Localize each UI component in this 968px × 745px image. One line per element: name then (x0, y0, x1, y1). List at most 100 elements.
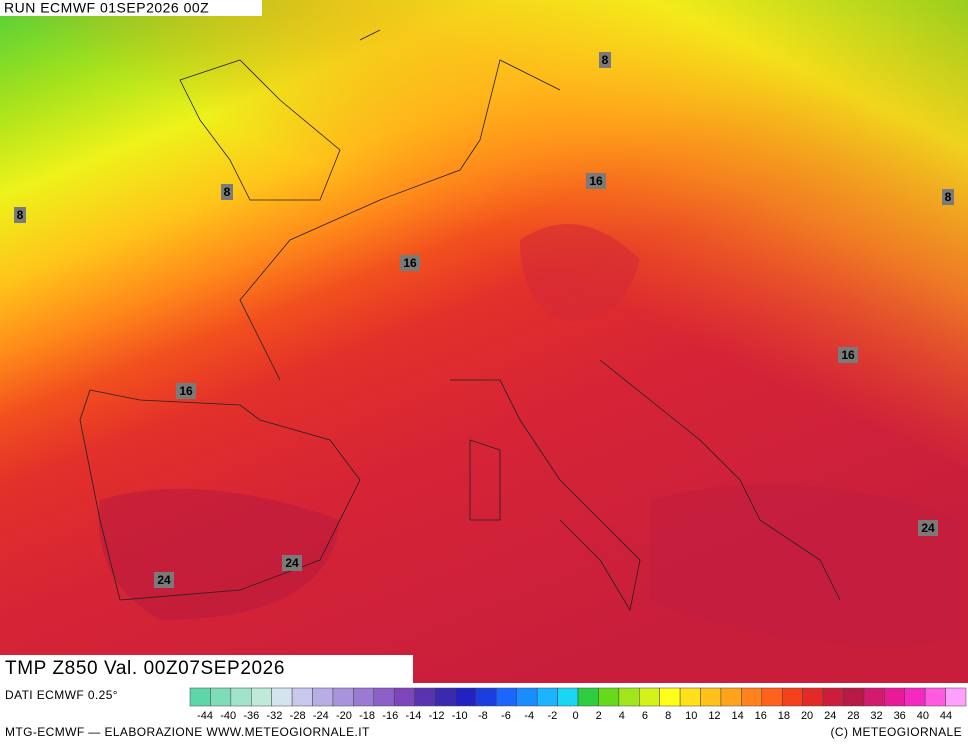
contour-label-box (400, 255, 420, 271)
colorbar-swatch (843, 687, 865, 707)
colorbar-tick-label: -44 (197, 710, 213, 722)
colorbar-tick-label: 8 (665, 710, 671, 722)
copyright: (C) METEOGIORNALE (831, 725, 962, 739)
contour-label: 16 (403, 256, 417, 270)
colorbar-swatch (679, 687, 701, 707)
colorbar-swatch (557, 687, 579, 707)
contour-label: 16 (841, 348, 855, 362)
credit: MTG-ECMWF — ELABORAZIONE WWW.METEOGIORNA… (5, 725, 370, 739)
contour-label-box (942, 189, 954, 205)
map-title: TMP Z850 Val. 00Z07SEP2026 (5, 658, 285, 679)
colorbar-tick-label: 0 (572, 710, 578, 722)
colorbar-swatch (393, 687, 415, 707)
colorbar-swatch (332, 687, 354, 707)
colorbar-tick-label: -16 (382, 710, 398, 722)
colorbar-swatch (700, 687, 722, 707)
colorbar-swatch (516, 687, 538, 707)
colorbar-tick-label: -12 (429, 710, 445, 722)
colorbar-swatch (863, 687, 885, 707)
colorbar-swatch (230, 687, 252, 707)
contour-label: 16 (179, 384, 193, 398)
colorbar-swatch (373, 687, 395, 707)
colorbar-swatch (904, 687, 926, 707)
colorbar-swatch (312, 687, 334, 707)
colorbar-tick-label: 40 (917, 710, 929, 722)
run-label: RUN ECMWF 01SEP2026 00Z (4, 0, 209, 16)
contour-label-box (838, 347, 858, 363)
colorbar-swatch (924, 687, 946, 707)
colorbar-tick-label: 10 (685, 710, 697, 722)
colorbar-swatch (455, 687, 477, 707)
contour-label-box (154, 572, 174, 588)
title-box (0, 655, 413, 683)
colorbar-tick-label: -20 (336, 710, 352, 722)
colorbar-tick-label: -8 (478, 710, 488, 722)
colorbar-swatch (496, 687, 517, 707)
colorbar-swatch (353, 687, 375, 707)
colorbar-swatch (822, 687, 844, 707)
header-box (0, 0, 262, 16)
contour-label-box (599, 52, 611, 68)
colorbar-swatch (720, 687, 742, 707)
contour-label: 8 (945, 190, 952, 204)
colorbar-swatch (434, 687, 456, 707)
colorbar-swatch (802, 687, 824, 707)
colorbar-swatch (741, 687, 763, 707)
colorbar-tick-label: -36 (243, 710, 259, 722)
colorbar-tick-label: 4 (619, 710, 625, 722)
colorbar-swatch (271, 687, 293, 707)
colorbar-swatch (781, 687, 803, 707)
colorbar-tick-label: 16 (755, 710, 767, 722)
colorbar-tick-label: 2 (596, 710, 602, 722)
colorbar-tick-label: -4 (524, 710, 534, 722)
colorbar-swatch (884, 687, 905, 707)
colorbar-swatch (536, 687, 558, 707)
colorbar-tick-label: -14 (405, 710, 421, 722)
colorbar-swatch (598, 687, 620, 707)
colorbar-tick-label: 18 (778, 710, 790, 722)
contour-label-box (586, 173, 606, 189)
data-source: DATI ECMWF 0.25° (5, 688, 118, 702)
map (0, 0, 968, 683)
contour-label: 8 (17, 208, 24, 222)
contour-label: 24 (157, 573, 171, 587)
colorbar-swatch (639, 687, 660, 707)
colorbar: -44 -40 -36 -32 -28 -24 -20 -18 -16 -14 -12 -10 -8 -6… (189, 687, 967, 722)
colorbar-tick-label: 44 (940, 710, 952, 722)
colorbar-swatch (761, 687, 783, 707)
warm-core (650, 484, 960, 645)
coastlines (79, 29, 841, 612)
contour-label: 24 (285, 556, 299, 570)
colorbar-swatch (475, 687, 497, 707)
colorbar-tick-label: -18 (359, 710, 375, 722)
colorbar-tick-label: 6 (642, 710, 648, 722)
colorbar-swatch (618, 687, 640, 707)
colorbar-tick-label: 14 (731, 710, 743, 722)
contour-label: 8 (224, 185, 231, 199)
colorbar-tick-label: -2 (547, 710, 557, 722)
colorbar-swatch (577, 687, 599, 707)
colorbar-tick-label: -24 (313, 710, 329, 722)
colorbar-tick-label: 36 (894, 710, 906, 722)
colorbar-swatch (251, 687, 272, 707)
colorbar-swatch (189, 687, 211, 707)
colorbar-swatch (210, 687, 232, 707)
colorbar-tick-label: 24 (824, 710, 836, 722)
contour-label: 16 (589, 174, 603, 188)
colorbar-tick-label: 32 (870, 710, 882, 722)
colorbar-swatch (291, 687, 313, 707)
colorbar-tick-label: -40 (220, 710, 236, 722)
colorbar-tick-label: 20 (801, 710, 813, 722)
colorbar-swatch (414, 687, 436, 707)
colorbar-tick-label: 28 (847, 710, 859, 722)
colorbar-tick-label: -6 (501, 710, 511, 722)
colorbar-swatch (659, 687, 681, 707)
contour-label-box (14, 207, 26, 223)
contour-label-box (221, 184, 233, 200)
contour-label-box (176, 383, 196, 399)
colorbar-tick-label: -28 (290, 710, 306, 722)
contour-label-box (282, 555, 302, 571)
warm-core (520, 224, 640, 322)
